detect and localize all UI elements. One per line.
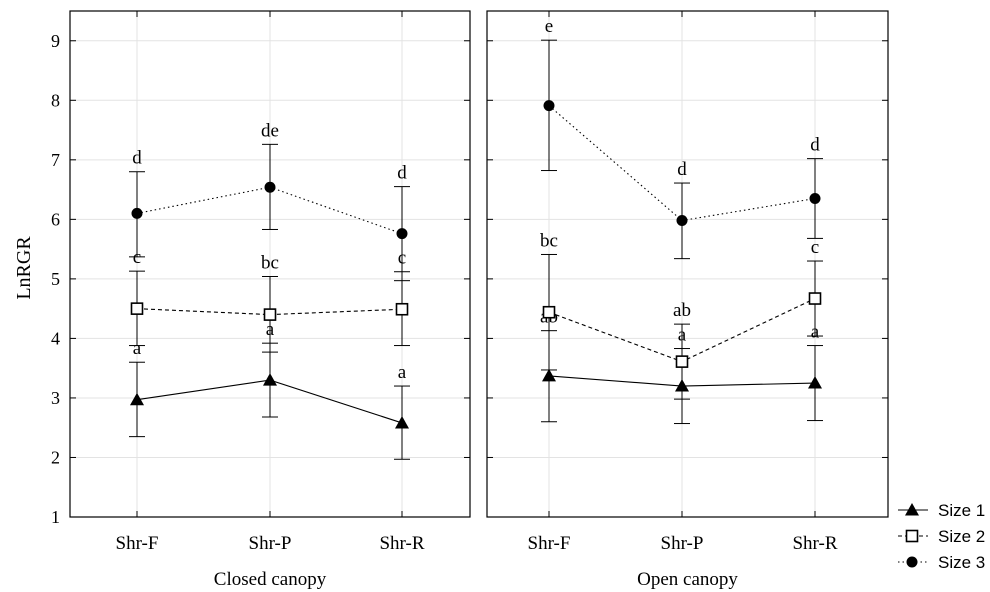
- legend-label: Size 1: [938, 501, 985, 520]
- data-point: [396, 228, 408, 240]
- data-point: [395, 415, 409, 429]
- plot-area: [487, 11, 888, 517]
- x-tick-label: Shr-R: [792, 533, 837, 554]
- y-tick-label: 5: [51, 269, 60, 289]
- y-tick-label: 8: [51, 90, 60, 110]
- data-point: [263, 308, 277, 321]
- significance-label: d: [132, 148, 142, 169]
- series-2: bc ab c: [540, 230, 823, 400]
- significance-label: a: [133, 338, 142, 359]
- x-tick-label: Shr-P: [249, 533, 292, 554]
- x-axis-label: Open canopy: [637, 569, 738, 590]
- data-point: [395, 302, 409, 316]
- legend-item: Size 1: [898, 501, 985, 520]
- x-tick-label: Shr-P: [661, 533, 704, 554]
- significance-label: bc: [540, 230, 558, 251]
- significance-label: de: [261, 120, 279, 141]
- plot-frame: [486, 10, 889, 518]
- data-point: [264, 181, 276, 193]
- legend-marker: [905, 529, 919, 543]
- y-axis-label: LnRGR: [13, 236, 35, 300]
- x-tick-label: Shr-R: [379, 533, 424, 554]
- significance-label: d: [810, 135, 820, 156]
- significance-label: bc: [261, 253, 279, 274]
- significance-label: d: [397, 163, 407, 184]
- plot-frame: [69, 10, 471, 518]
- data-point: [130, 392, 144, 406]
- legend-label: Size 2: [938, 527, 985, 546]
- y-tick-label: 6: [51, 209, 60, 229]
- significance-label: e: [545, 16, 553, 37]
- legend-marker: [906, 556, 918, 568]
- x-axis-label: Closed canopy: [214, 569, 327, 590]
- y-tick-label: 3: [51, 388, 60, 408]
- significance-label: c: [811, 237, 819, 258]
- y-tick-label: 9: [51, 31, 60, 51]
- data-point: [263, 373, 277, 386]
- y-tick-label: 2: [51, 447, 60, 467]
- data-point: [808, 292, 822, 305]
- significance-label: a: [398, 362, 407, 383]
- x-tick-label: Shr-F: [116, 533, 159, 554]
- data-point: [543, 100, 555, 112]
- legend: Size 1 Size 2 Size 3: [898, 501, 985, 572]
- series-3: d de d: [129, 120, 410, 282]
- y-tick-label: 4: [51, 328, 60, 348]
- legend-item: Size 3: [898, 553, 985, 572]
- data-point: [542, 368, 556, 382]
- legend-label: Size 3: [938, 553, 985, 572]
- data-point: [808, 376, 822, 389]
- data-point: [131, 207, 143, 219]
- data-point: [676, 215, 688, 227]
- legend-item: Size 2: [898, 527, 985, 546]
- x-tick-label: Shr-F: [528, 533, 571, 554]
- data-point: [130, 302, 144, 315]
- data-point: [809, 193, 821, 205]
- data-point: [542, 305, 556, 319]
- significance-label: c: [133, 247, 141, 268]
- y-tick-label: 7: [51, 150, 60, 170]
- series-3: e d d: [541, 16, 823, 260]
- y-tick-label: 1: [51, 507, 60, 527]
- series-1: aaa: [129, 319, 410, 460]
- data-point: [675, 355, 689, 368]
- legend-marker: [905, 503, 919, 516]
- significance-label: ab: [673, 300, 691, 321]
- significance-label: d: [677, 159, 687, 180]
